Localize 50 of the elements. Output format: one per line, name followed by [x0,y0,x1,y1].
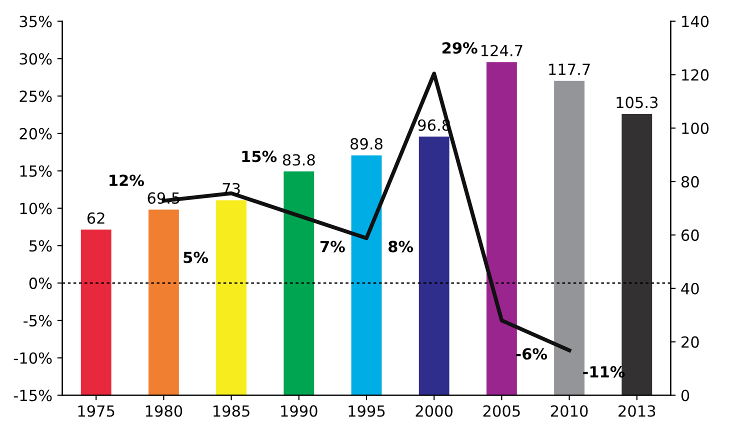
data-label: 62 [87,212,104,224]
x-tick-label: 2005 [483,405,520,417]
data-label: 89.8 [350,138,382,150]
bar [80,230,112,396]
y-tick-label: 0% [29,278,52,290]
y-tick-label: 10% [20,202,52,214]
bar [284,171,314,396]
annotation: 7% [320,240,345,252]
x-tick-label: 2013 [618,405,656,417]
y2-tick-label: 40 [681,282,699,294]
y-tick-label: 35% [20,16,52,28]
y-tick-label: 15% [20,165,52,177]
data-label: 69.5 [148,192,180,204]
bar [351,155,382,396]
data-label: 105.3 [616,96,658,108]
x-tick-label: 1990 [281,405,318,417]
data-label: 73 [222,182,240,194]
y-tick-label: -15% [14,390,52,402]
annotation: 12% [110,174,144,186]
y-tick-label: -5% [24,314,52,326]
annotation: 29% [442,42,478,54]
annotation: 15% [242,150,277,162]
y2-tick-label: 100 [682,122,709,134]
data-label: 124.7 [482,44,522,56]
y2-tick-label: 140 [682,16,709,28]
bar [486,62,517,396]
y-tick-label: -10% [14,352,52,364]
y2-tick-label: 60 [681,229,699,241]
y-tick-label: 30% [20,53,52,65]
x-tick-label: 2010 [550,405,588,417]
y2-tick-label: 80 [681,176,699,188]
bar [418,136,450,396]
x-tick-label: 2000 [416,405,453,417]
x-tick-label: 1975 [78,405,114,417]
annotation: 5% [184,252,208,264]
x-tick-label: 1995 [348,405,385,417]
data-label: 117.7 [549,64,590,75]
y-tick-label: 5% [30,240,52,252]
x-tick-label: 1980 [146,405,182,417]
y-tick-label: 25% [20,90,52,102]
bar [554,80,585,396]
y2-tick-label: 120 [682,69,709,81]
data-label: 83.8 [282,154,315,166]
y2-tick-label: 0 [681,390,690,402]
annotation: 8% [388,240,414,252]
x-tick-label: 1985 [214,405,250,417]
y2-tick-label: 20 [682,336,699,348]
y-tick-label: 20% [20,128,52,140]
bar [216,200,247,396]
bar [148,210,179,396]
